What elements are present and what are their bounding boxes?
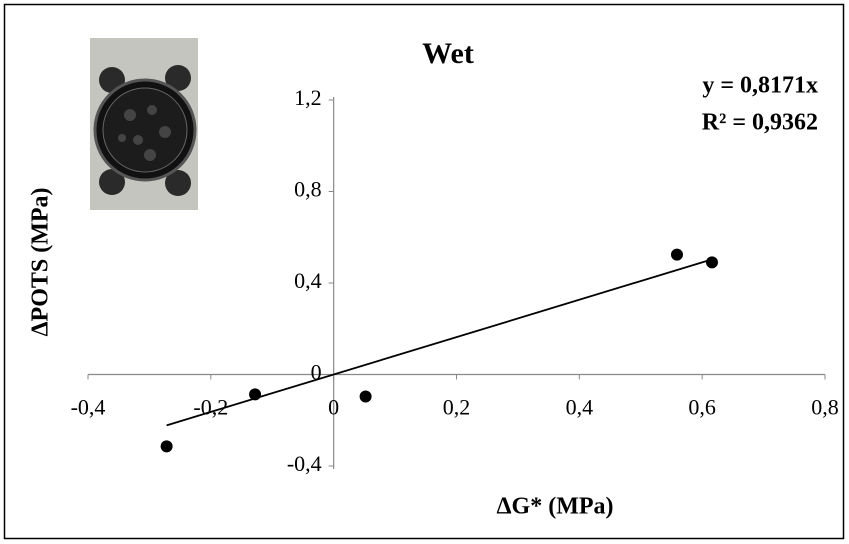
scatter-point: [705, 256, 718, 269]
x-tick-label: 0,6: [688, 395, 716, 420]
scatter-point: [160, 440, 173, 453]
y-tick-label: 0: [311, 360, 322, 385]
scatter-point: [249, 388, 262, 401]
y-tick-label: 0,4: [294, 268, 322, 293]
r-squared: R² = 0,9362: [702, 110, 818, 136]
x-tick-label: 0: [328, 395, 339, 420]
scatter-point: [359, 390, 372, 403]
trend-equation: y = 0,8171x: [702, 73, 818, 99]
x-tick-label: 0,4: [566, 395, 594, 420]
y-tick-label: 0,8: [294, 177, 322, 202]
x-tick-label: -0,4: [71, 395, 106, 420]
y-axis-title: ΔPOTS (MPa): [28, 187, 54, 336]
inset-photo: [90, 38, 198, 210]
x-axis-title: ΔG* (MPa): [496, 494, 613, 520]
x-tick-label: 0,2: [443, 395, 471, 420]
chart-title: Wet: [422, 37, 474, 70]
y-tick-label: -0,4: [287, 451, 322, 476]
x-tick-label: 0,8: [811, 395, 839, 420]
y-tick-label: 1,2: [294, 85, 322, 110]
scatter-point: [670, 248, 683, 261]
